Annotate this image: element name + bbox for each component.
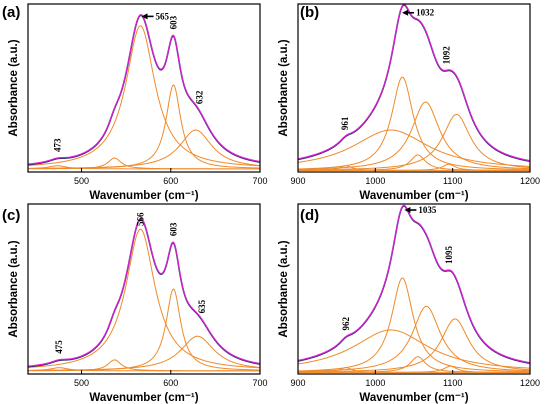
y-axis-title: Absorbance (a.u.) xyxy=(278,39,290,136)
panel-label: (a) xyxy=(2,4,20,21)
x-tick-label: 1000 xyxy=(365,176,385,186)
x-axis-title: Wavenumber (cm⁻¹) xyxy=(89,190,198,202)
component-band-5 xyxy=(298,163,530,171)
plot-frame xyxy=(27,3,261,173)
fit-envelope xyxy=(297,204,531,364)
plot-frame xyxy=(27,203,261,375)
plot-frame xyxy=(297,203,531,375)
fit-envelope xyxy=(297,3,531,162)
peak-label: 961 xyxy=(340,116,350,130)
x-tick-label: 700 xyxy=(252,176,267,186)
x-axis-title: Wavenumber (cm⁻¹) xyxy=(359,392,468,404)
component-band-4 xyxy=(28,129,261,169)
panel-label: (b) xyxy=(300,4,319,21)
component-band-2 xyxy=(297,277,531,372)
x-tick-label: 1000 xyxy=(365,378,385,388)
component-band-6 xyxy=(297,113,531,171)
x-axis-title: Wavenumber (cm⁻¹) xyxy=(89,392,198,404)
peak-label: 475 xyxy=(54,340,64,354)
plot-frame xyxy=(297,3,531,173)
x-tick-label: 700 xyxy=(252,378,267,388)
component-band-2 xyxy=(27,228,261,369)
peak-arrow-head xyxy=(402,9,409,16)
peak-label: 1095 xyxy=(444,246,454,265)
component-band-4 xyxy=(28,335,261,371)
component-band-1 xyxy=(297,129,531,167)
panel-3: 900 1000 1100 1200 Wavenumber (cm⁻¹) Absorban… xyxy=(278,203,540,404)
peak-label: 565 xyxy=(156,11,170,21)
component-band-2 xyxy=(27,25,261,167)
x-tick-label: 1100 xyxy=(443,378,462,388)
peak-arrow-head xyxy=(404,207,411,213)
panel-label: (c) xyxy=(2,207,20,224)
peak-label: 473 xyxy=(52,138,62,152)
peak-label: 603 xyxy=(168,222,178,236)
component-band-4 xyxy=(297,305,531,372)
component-band-2 xyxy=(297,76,531,170)
peak-label: 632 xyxy=(194,90,204,104)
peak-label: 962 xyxy=(341,316,351,330)
peak-label: 1032 xyxy=(416,8,435,18)
component-band-1 xyxy=(27,157,260,170)
measured-spectrum xyxy=(297,205,531,365)
panel-label: (d) xyxy=(300,207,319,224)
x-axis-title: Wavenumber (cm⁻¹) xyxy=(359,190,468,202)
peak-label: 1092 xyxy=(441,46,451,65)
x-tick-label: 600 xyxy=(163,378,178,388)
y-axis-title: Absorbance (a.u.) xyxy=(8,240,20,337)
component-band-1 xyxy=(297,329,531,369)
y-axis-title: Absorbance (a.u.) xyxy=(278,240,290,337)
peak-label: 603 xyxy=(168,15,178,29)
component-band-6 xyxy=(298,318,531,373)
component-band-4 xyxy=(297,101,531,170)
peak-label: 1035 xyxy=(418,205,437,215)
fit-envelope xyxy=(27,218,261,367)
x-tick-label: 500 xyxy=(74,176,89,186)
x-tick-label: 500 xyxy=(74,378,89,388)
peak-label: 635 xyxy=(197,299,207,313)
y-axis-title: Absorbance (a.u.) xyxy=(8,39,20,136)
x-tick-label: 1100 xyxy=(443,176,462,186)
peak-label: 566 xyxy=(135,212,145,226)
panel-2: 500 600 700 Wavenumber (cm⁻¹) Absorbance (a.… xyxy=(2,203,268,404)
panel-1: 900 1000 1100 1200 Wavenumber (cm⁻¹) Absorban… xyxy=(278,3,540,202)
component-band-5 xyxy=(298,365,530,373)
panel-0: 500 600 700 Wavenumber (cm⁻¹) Absorbance (a.… xyxy=(2,3,268,202)
x-tick-label: 600 xyxy=(163,176,178,186)
measured-spectrum xyxy=(27,14,261,166)
peak-arrow-head xyxy=(141,13,148,20)
component-band-3 xyxy=(28,84,261,170)
x-tick-label: 900 xyxy=(290,176,305,186)
x-tick-label: 900 xyxy=(290,378,305,388)
fit-envelope xyxy=(27,14,261,165)
x-tick-label: 1200 xyxy=(520,378,540,388)
x-tick-label: 1200 xyxy=(520,176,540,186)
